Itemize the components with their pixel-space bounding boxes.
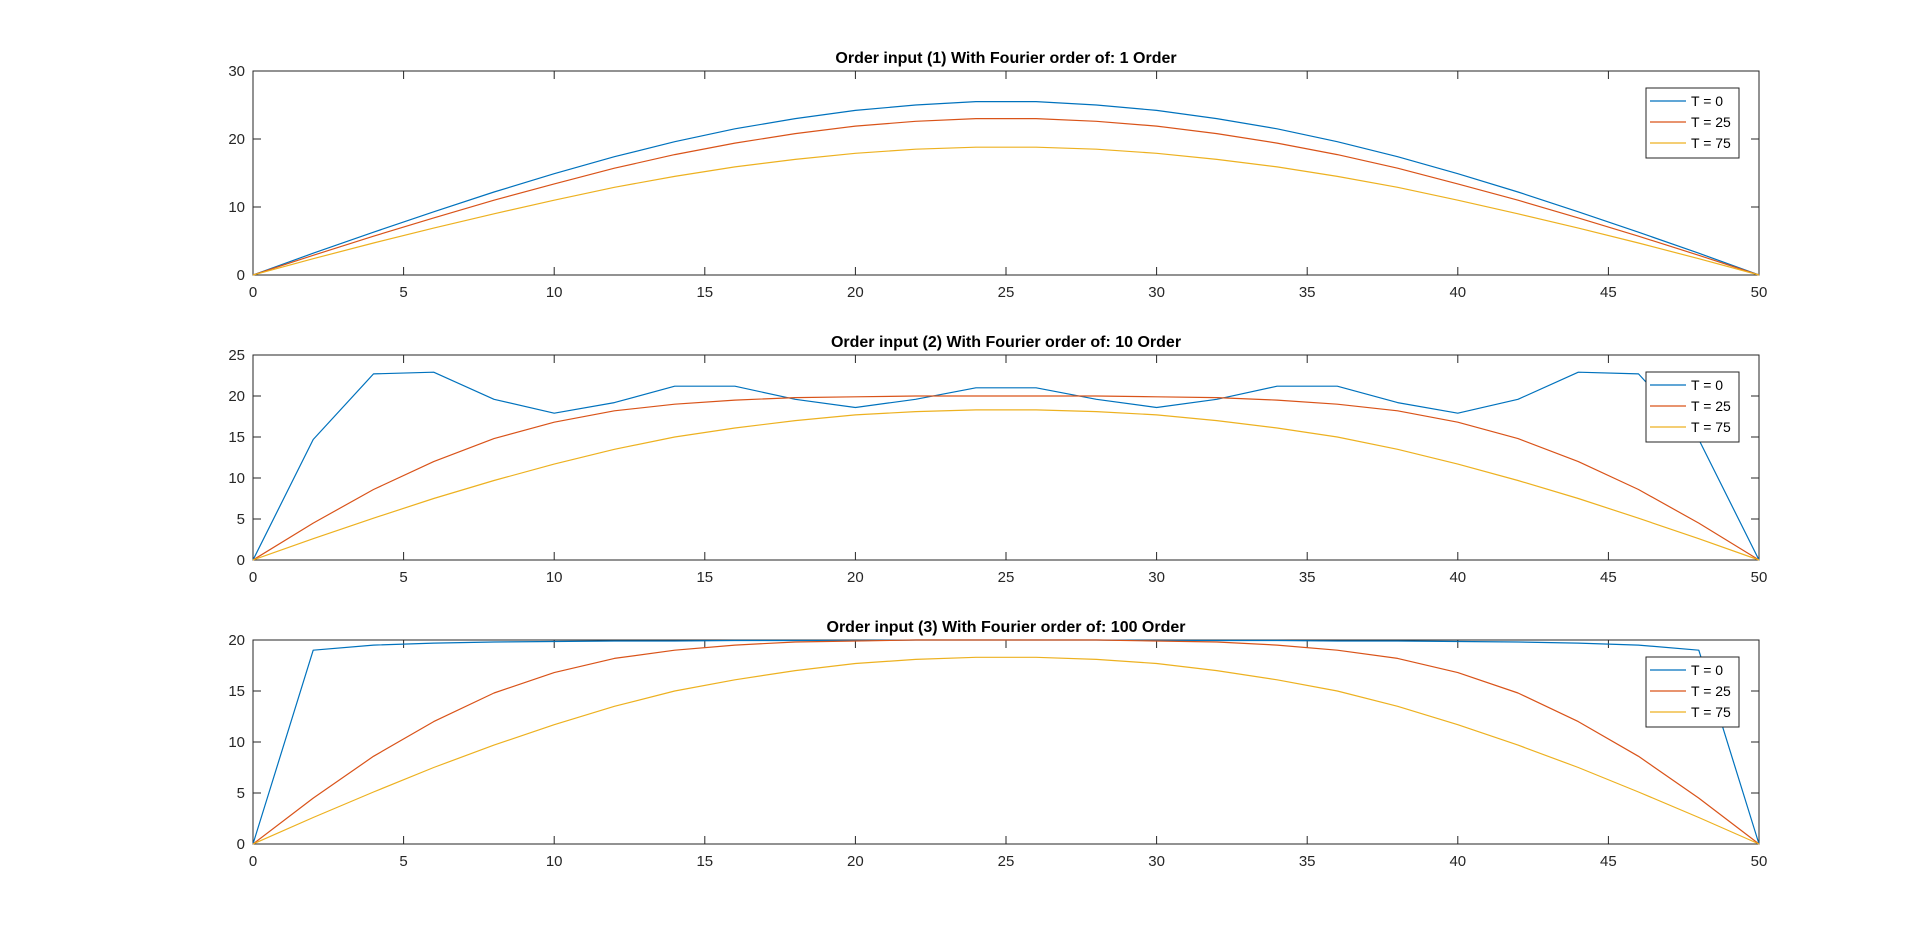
chart-title: Order input (3) With Fourier order of: 1…	[827, 619, 1186, 636]
legend-box	[1645, 656, 1740, 728]
x-tick-label: 5	[399, 284, 407, 301]
y-tick-label: 20	[228, 131, 245, 148]
x-tick-label: 40	[1449, 569, 1466, 586]
legend-box	[1645, 371, 1740, 443]
x-tick-label: 45	[1600, 853, 1617, 870]
x-tick-label: 50	[1751, 853, 1768, 870]
y-tick-label: 15	[228, 429, 245, 446]
x-tick-label: 30	[1148, 569, 1165, 586]
x-tick-label: 35	[1299, 569, 1316, 586]
legend-entry: T = 0	[1691, 377, 1723, 393]
x-tick-label: 20	[847, 569, 864, 586]
x-tick-label: 20	[847, 853, 864, 870]
chart-title: Order input (1) With Fourier order of: 1…	[835, 50, 1176, 67]
x-tick-label: 30	[1148, 853, 1165, 870]
series-line-2	[252, 639, 1760, 845]
axes-box	[252, 354, 1760, 561]
series-line-1	[252, 371, 1760, 561]
x-tick-label: 20	[847, 284, 864, 301]
x-tick-label: 50	[1751, 284, 1768, 301]
x-tick-label: 40	[1449, 284, 1466, 301]
y-tick-label: 5	[237, 511, 245, 528]
y-tick-label: 0	[237, 267, 245, 284]
x-tick-label: 0	[249, 853, 257, 870]
series-line-3	[252, 146, 1760, 276]
x-tick-label: 15	[696, 284, 713, 301]
legend-entry: T = 0	[1691, 662, 1723, 678]
x-tick-label: 5	[399, 569, 407, 586]
subplot-1: Order input (1) With Fourier order of: 1…	[228, 50, 1767, 301]
series-line-3	[252, 656, 1760, 845]
x-tick-label: 35	[1299, 853, 1316, 870]
series-line-2	[252, 395, 1760, 561]
x-tick-label: 10	[546, 853, 563, 870]
legend-entry: T = 75	[1691, 419, 1731, 435]
series-line-2	[252, 117, 1760, 276]
x-tick-label: 0	[249, 569, 257, 586]
subplot-2: Order input (2) With Fourier order of: 1…	[228, 334, 1767, 586]
x-tick-label: 35	[1299, 284, 1316, 301]
y-tick-label: 10	[228, 199, 245, 216]
series-line-1	[252, 100, 1760, 276]
y-tick-label: 20	[228, 632, 245, 649]
x-tick-label: 45	[1600, 284, 1617, 301]
legend: T = 0 T = 25 T = 75	[1645, 87, 1740, 159]
legend-entry: T = 75	[1691, 704, 1731, 720]
x-tick-label: 30	[1148, 284, 1165, 301]
x-tick-label: 50	[1751, 569, 1768, 586]
x-tick-label: 0	[249, 284, 257, 301]
legend-box	[1645, 87, 1740, 159]
y-tick-label: 25	[228, 347, 245, 364]
x-tick-label: 25	[998, 284, 1015, 301]
x-tick-label: 10	[546, 569, 563, 586]
axes-box	[252, 70, 1760, 276]
x-tick-label: 10	[546, 284, 563, 301]
x-tick-label: 45	[1600, 569, 1617, 586]
legend-entry: T = 25	[1691, 114, 1731, 130]
legend-entry: T = 25	[1691, 398, 1731, 414]
legend-entry: T = 0	[1691, 93, 1723, 109]
y-tick-label: 10	[228, 470, 245, 487]
series-line-3	[252, 409, 1760, 561]
legend-entry: T = 25	[1691, 683, 1731, 699]
y-tick-label: 20	[228, 388, 245, 405]
legend: T = 0 T = 25 T = 75	[1645, 656, 1740, 728]
x-tick-label: 15	[696, 853, 713, 870]
x-tick-label: 5	[399, 853, 407, 870]
y-tick-label: 30	[228, 63, 245, 80]
y-tick-label: 15	[228, 683, 245, 700]
x-tick-label: 40	[1449, 853, 1466, 870]
axes-box	[252, 639, 1760, 845]
x-tick-label: 25	[998, 569, 1015, 586]
legend-entry: T = 75	[1691, 135, 1731, 151]
x-tick-label: 25	[998, 853, 1015, 870]
x-tick-label: 15	[696, 569, 713, 586]
legend: T = 0 T = 25 T = 75	[1645, 371, 1740, 443]
y-tick-label: 0	[237, 836, 245, 853]
subplot-3: Order input (3) With Fourier order of: 1…	[228, 619, 1767, 870]
chart-title: Order input (2) With Fourier order of: 1…	[831, 334, 1181, 351]
y-tick-label: 5	[237, 785, 245, 802]
y-tick-label: 0	[237, 552, 245, 569]
y-tick-label: 10	[228, 734, 245, 751]
